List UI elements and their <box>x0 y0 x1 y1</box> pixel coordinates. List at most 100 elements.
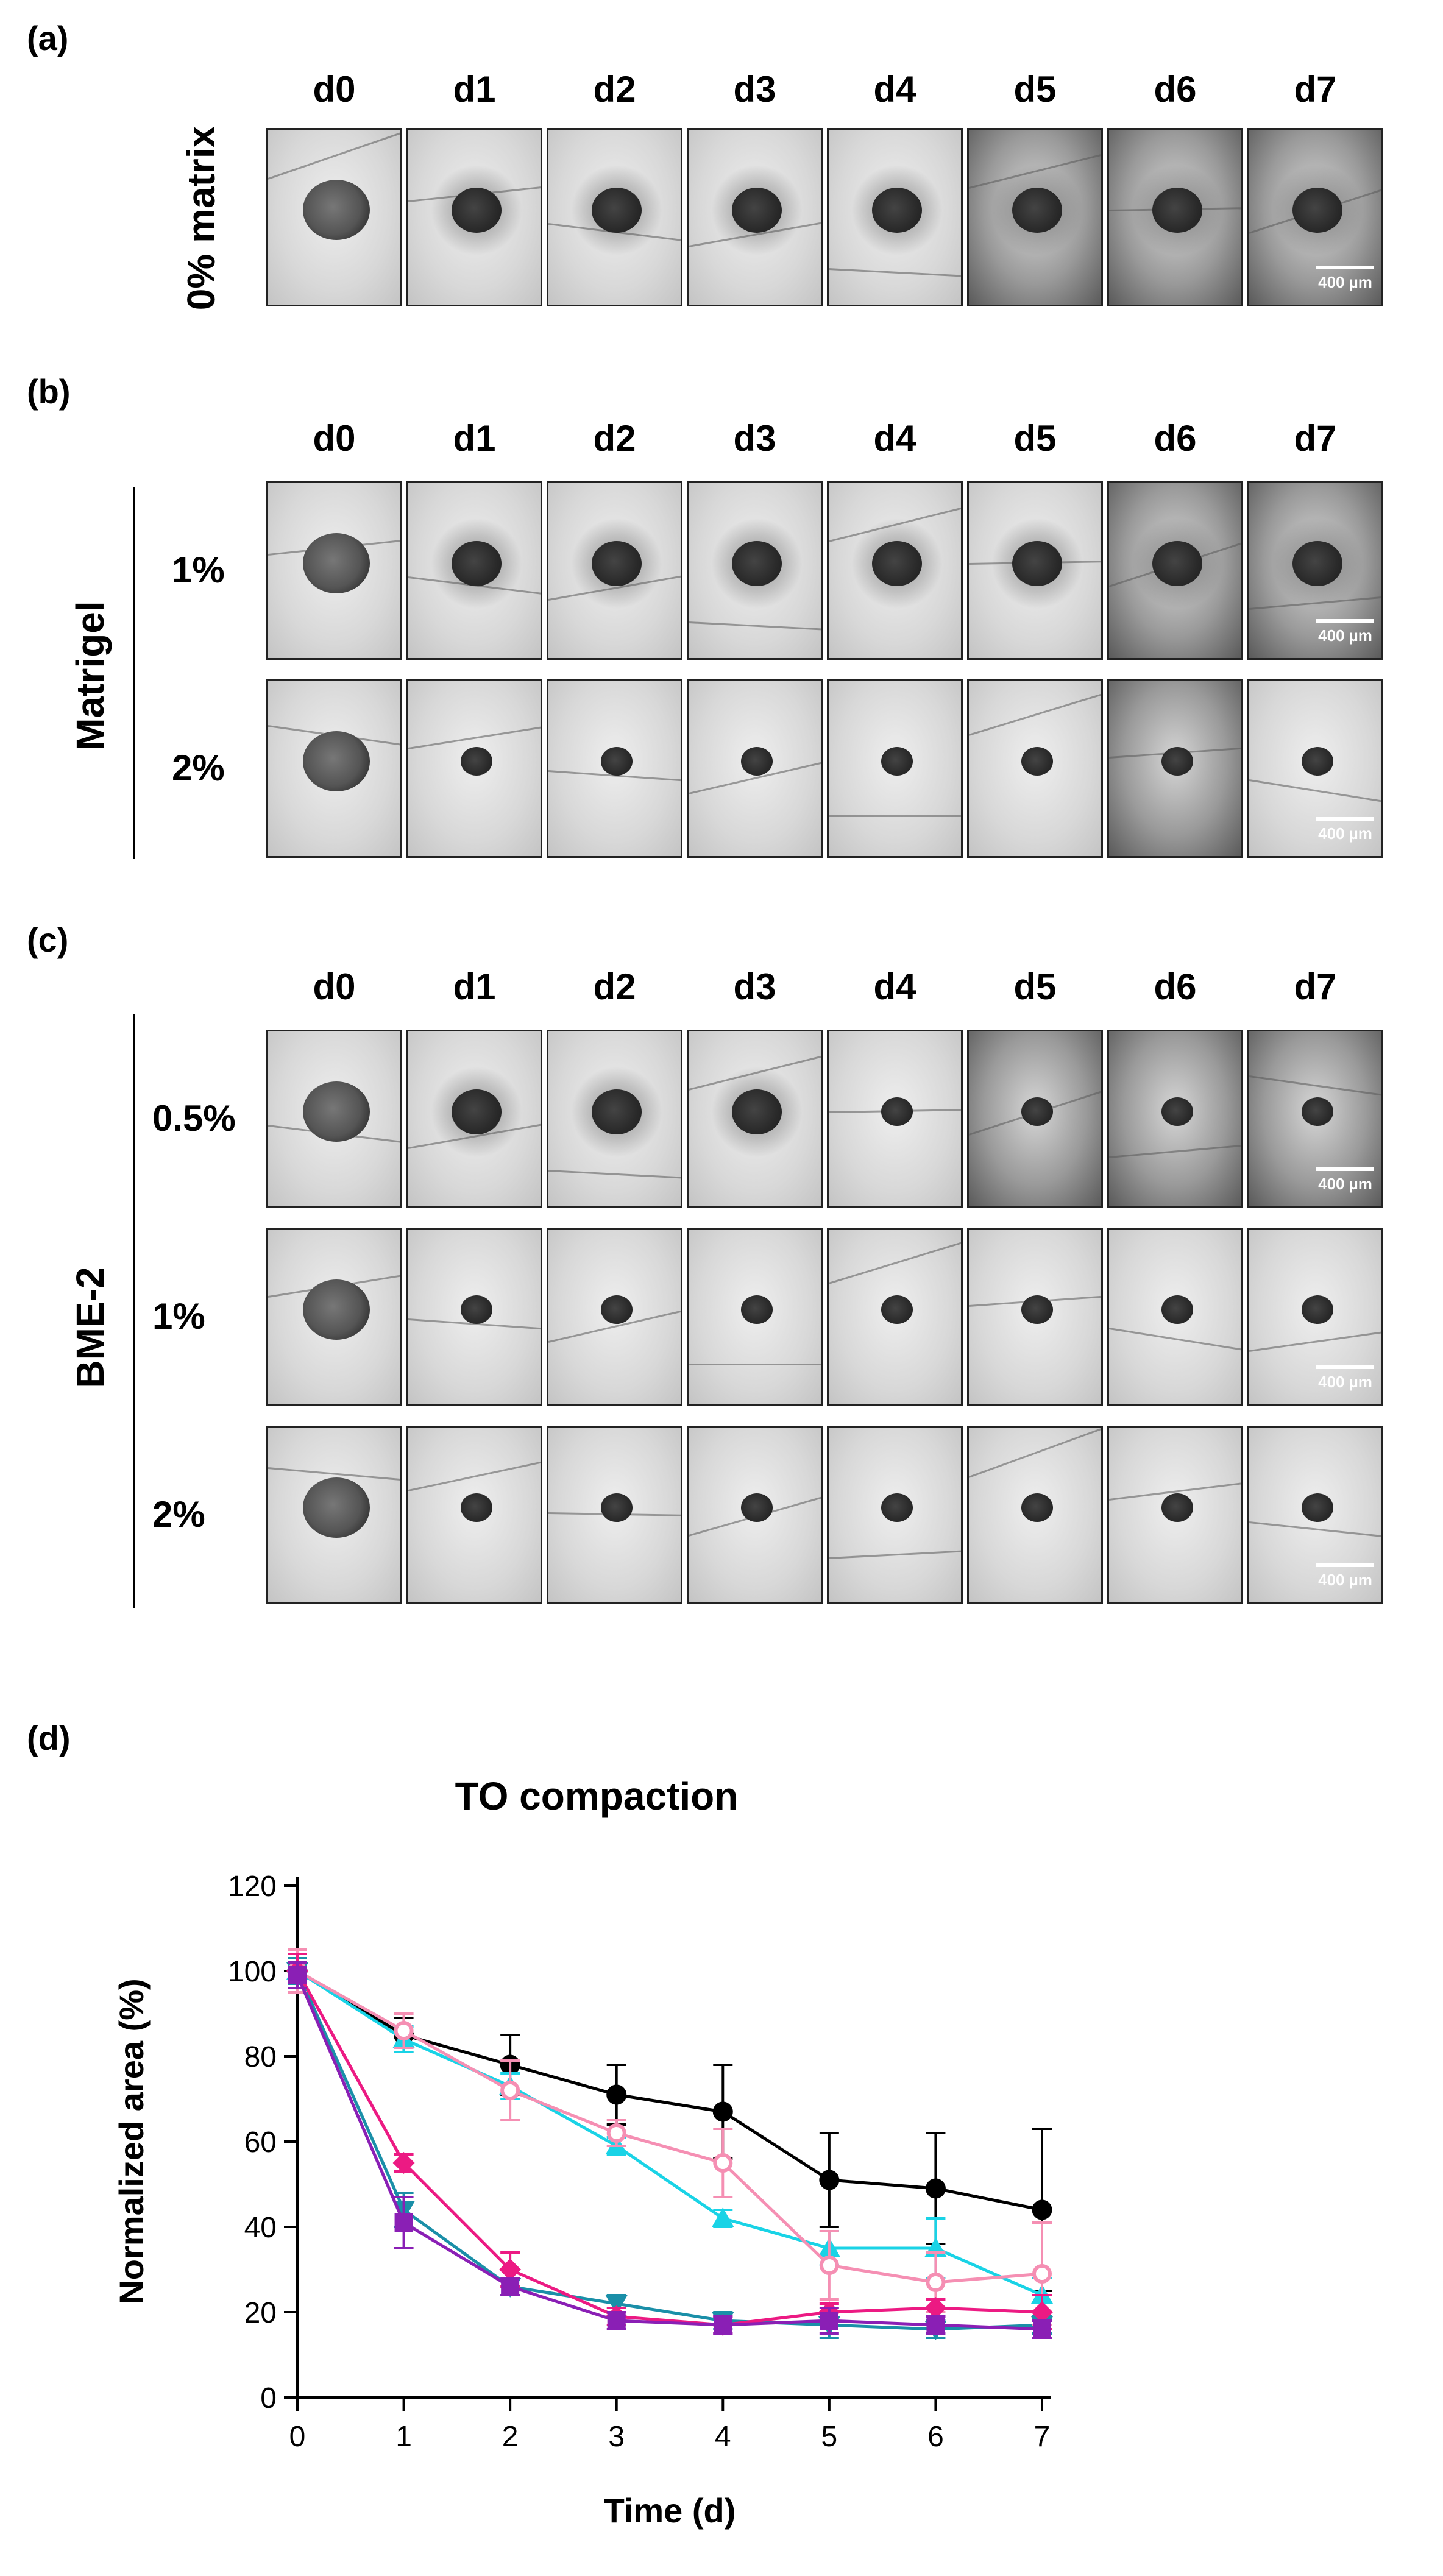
micrograph-tile <box>266 481 402 660</box>
data-point <box>1032 2264 1052 2284</box>
y-tick-label: 60 <box>244 2126 277 2159</box>
data-point <box>926 2316 945 2334</box>
data-point <box>394 2021 414 2040</box>
data-point <box>712 2207 734 2227</box>
data-point <box>926 2273 946 2292</box>
day-label: d3 <box>733 966 776 1007</box>
y-tick-label: 20 <box>244 2297 277 2329</box>
row-label: 0.5% <box>152 1097 236 1139</box>
micrograph-tile <box>406 1426 542 1604</box>
x-tick-label: 5 <box>821 2421 838 2453</box>
micrograph-tile <box>547 1030 682 1208</box>
micrograph-tile <box>266 679 402 858</box>
day-label: d0 <box>313 418 356 459</box>
micrograph-tile <box>406 679 542 858</box>
day-label: d7 <box>1294 418 1337 459</box>
row-label: 1% <box>152 1295 205 1337</box>
micrograph-tile <box>827 679 963 858</box>
micrograph-tile <box>687 481 823 660</box>
micrograph-tile <box>687 1030 823 1208</box>
data-point <box>713 2153 733 2173</box>
day-label: d2 <box>593 69 636 110</box>
scale-bar-label: 400 µm <box>1318 824 1372 843</box>
micrograph-tile <box>967 1030 1103 1208</box>
micrograph-tile <box>1107 1228 1243 1406</box>
micrograph-tile <box>827 128 963 306</box>
x-tick-label: 6 <box>927 2421 944 2453</box>
chart-title: TO compaction <box>455 1774 739 1818</box>
x-tick-label: 0 <box>289 2421 306 2453</box>
micrograph-tile <box>1107 1426 1243 1604</box>
day-label: d0 <box>313 966 356 1007</box>
series-line-2 <box>296 1970 1043 2331</box>
data-point <box>712 2101 733 2122</box>
data-point <box>607 2312 626 2330</box>
x-axis-label: Time (d) <box>604 2491 736 2530</box>
micrograph-tile <box>827 481 963 660</box>
micrograph-tile: 400 µm <box>1247 679 1383 858</box>
micrograph-tile <box>406 481 542 660</box>
x-tick-label: 1 <box>395 2421 412 2453</box>
data-point <box>819 2170 840 2190</box>
day-label: d6 <box>1154 418 1197 459</box>
micrograph-tile: 400 µm <box>1247 481 1383 660</box>
day-label: d6 <box>1154 966 1197 1007</box>
day-label: d5 <box>1013 69 1057 110</box>
data-point <box>499 2259 522 2281</box>
x-tick-label: 4 <box>715 2421 731 2453</box>
data-point <box>394 2213 413 2232</box>
group-bracket <box>133 1014 135 1608</box>
micrograph-tile: 400 µm <box>1247 1030 1383 1208</box>
data-point <box>925 2178 946 2199</box>
panel-b-label: (b) <box>27 372 71 411</box>
micrograph-tile: 400 µm <box>1247 128 1383 306</box>
x-tick-label: 7 <box>1034 2421 1051 2453</box>
data-point <box>606 2123 626 2143</box>
day-label: d5 <box>1013 966 1057 1007</box>
series-line-1 <box>296 1969 1043 2297</box>
scale-bar-label: 400 µm <box>1318 1571 1372 1589</box>
row-label: 2% <box>152 1493 205 1535</box>
micrograph-tile <box>266 1228 402 1406</box>
group-label: BME-2 <box>68 1267 112 1389</box>
data-point <box>1032 2199 1052 2220</box>
data-point <box>501 2277 520 2296</box>
compaction-line-chart: TO compaction 0 20 40 60 80 100 120 0 1 2 3 4 5 6 7 Time… <box>112 1774 1053 2530</box>
data-point <box>714 2316 732 2334</box>
data-point <box>924 2297 947 2319</box>
y-axis-label: Normalized area (%) <box>112 1978 151 2304</box>
micrograph-tile <box>687 679 823 858</box>
day-label: d7 <box>1294 966 1337 1007</box>
day-label: d4 <box>873 418 916 459</box>
micrograph-tile <box>266 1030 402 1208</box>
data-point <box>1033 2320 1051 2338</box>
micrograph-tile: 400 µm <box>1247 1228 1383 1406</box>
scale-bar-label: 400 µm <box>1318 1175 1372 1193</box>
series-line-3 <box>296 1969 1043 2284</box>
micrograph-tile <box>967 1228 1103 1406</box>
panel-a-label: (a) <box>27 19 69 57</box>
micrograph-tile <box>406 1228 542 1406</box>
micrograph-tile <box>827 1030 963 1208</box>
scale-bar-label: 400 µm <box>1318 626 1372 645</box>
y-tick-label: 100 <box>228 1956 277 1988</box>
data-point <box>819 2256 839 2275</box>
day-label: d6 <box>1154 69 1197 110</box>
micrograph-tile <box>406 1030 542 1208</box>
scale-bar <box>1316 619 1374 623</box>
micrograph-tile <box>687 128 823 306</box>
day-label: d1 <box>453 69 496 110</box>
day-label: d7 <box>1294 69 1337 110</box>
data-point <box>605 2295 628 2315</box>
day-label: d3 <box>733 418 776 459</box>
day-label: d5 <box>1013 418 1057 459</box>
micrograph-tile <box>547 1426 682 1604</box>
series-line-0 <box>296 1969 1043 2212</box>
scale-bar <box>1316 1167 1374 1171</box>
data-point <box>1031 2301 1053 2323</box>
day-label: d1 <box>453 966 496 1007</box>
scale-bar <box>1316 817 1374 821</box>
micrograph-tile <box>967 128 1103 306</box>
row-label: 0% matrix <box>179 126 223 310</box>
micrograph-tile <box>827 1426 963 1604</box>
